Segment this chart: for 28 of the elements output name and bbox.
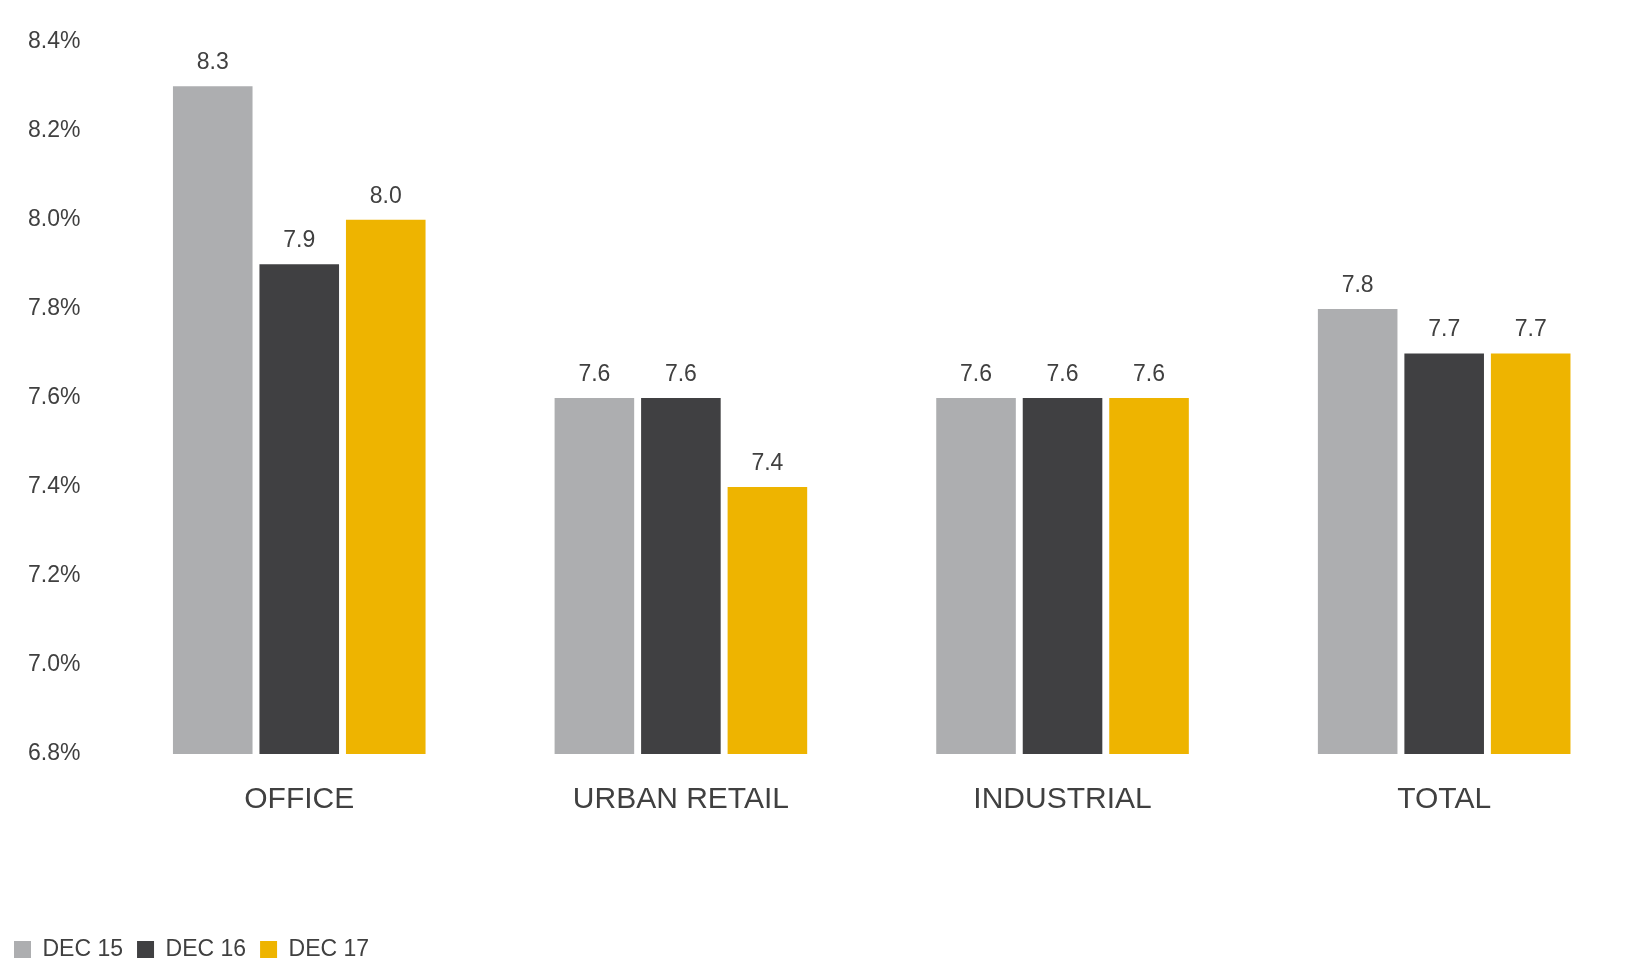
legend-label: DEC 15	[42, 934, 124, 961]
data-label: 7.6	[578, 359, 611, 386]
y-tick-label: 7.4%	[27, 472, 81, 499]
data-label: 7.7	[1514, 315, 1547, 342]
data-label: 7.4	[751, 448, 784, 475]
y-tick-label: 7.0%	[27, 650, 81, 677]
data-label: 7.6	[664, 359, 697, 386]
data-label: 8.0	[369, 181, 402, 208]
x-tick-label: URBAN RETAIL	[572, 781, 789, 815]
x-tick-label: INDUSTRIAL	[973, 781, 1152, 815]
data-label: 7.6	[1133, 359, 1166, 386]
x-tick-label: OFFICE	[244, 781, 355, 815]
data-label: 7.6	[1046, 359, 1079, 386]
y-tick-label: 6.8%	[27, 739, 81, 766]
data-label: 8.3	[196, 48, 229, 75]
y-tick-label: 7.6%	[27, 383, 81, 410]
legend-label: DEC 17	[288, 934, 370, 961]
legend-label: DEC 16	[165, 934, 247, 961]
data-label: 7.8	[1341, 270, 1374, 297]
y-tick-label: 8.0%	[27, 205, 81, 232]
x-tick-label: TOTAL	[1397, 781, 1492, 815]
y-tick-label: 7.2%	[27, 561, 81, 588]
data-label: 7.7	[1428, 315, 1461, 342]
data-label: 7.6	[960, 359, 993, 386]
y-tick-label: 8.4%	[27, 27, 81, 54]
y-tick-label: 7.8%	[27, 294, 81, 321]
y-tick-label: 8.2%	[27, 116, 81, 143]
data-label: 7.9	[283, 226, 316, 253]
